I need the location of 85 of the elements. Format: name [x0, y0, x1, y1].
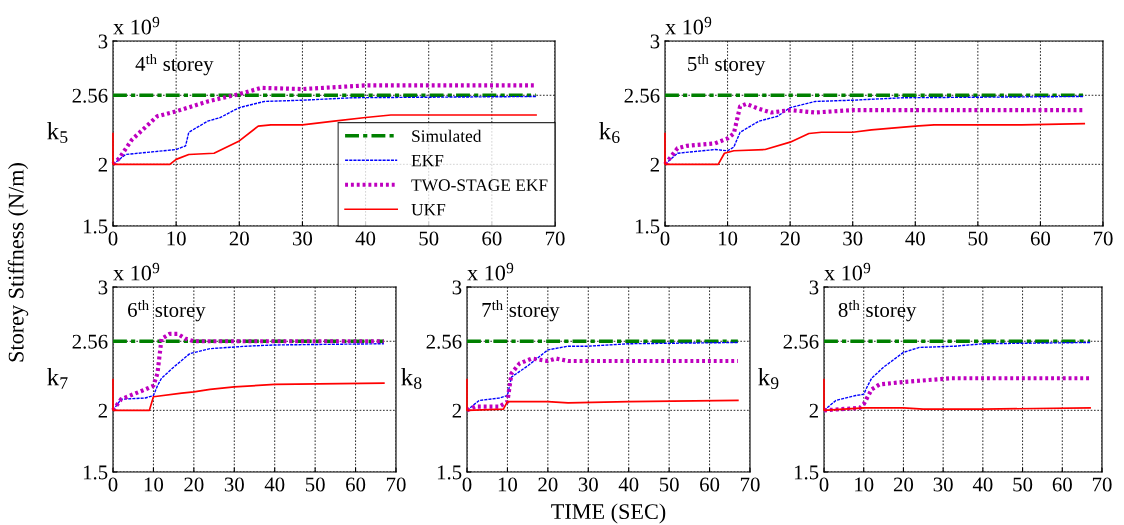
x-tick-label: 20	[780, 231, 800, 246]
y-tick-label: 2	[98, 403, 107, 418]
text: TIME (SEC)	[551, 503, 666, 524]
text: x 10$^{9}$	[113, 262, 160, 281]
x-tick-label: 70	[740, 477, 760, 492]
legend-label: EKF	[411, 154, 444, 167]
y-tick-label: 3	[452, 280, 462, 295]
x-tick-label: 50	[419, 231, 439, 246]
x-tick-label: 0	[462, 477, 472, 492]
x-tick-label: 60	[1052, 477, 1072, 492]
x-tick-label: 40	[972, 477, 993, 492]
x-tick-label: 60	[482, 231, 502, 246]
y-axis-title: k$_{8}$	[401, 368, 422, 389]
x-tick-label: 0	[108, 231, 118, 246]
y-tick-label: 2.56	[426, 334, 462, 349]
y-tick-label: 2	[452, 403, 461, 418]
x-tick-label: 60	[346, 477, 366, 492]
x-tick-label: 20	[893, 477, 914, 492]
text: 8$^{th}$ storey	[838, 299, 917, 322]
x-tick-label: 40	[264, 477, 285, 492]
y-tick-label: 2	[809, 403, 818, 418]
x-tick-label: 20	[229, 231, 249, 246]
x-tick-label: 50	[968, 231, 988, 246]
y-axis-title: k$_{7}$	[47, 368, 68, 389]
y-tick-label: 2	[98, 157, 107, 172]
text: x 10$^{9}$	[824, 262, 871, 281]
y-tick-label: 3	[809, 280, 819, 295]
y-tick-label: 2.56	[72, 88, 108, 103]
x-tick-label: 50	[305, 477, 325, 492]
x-tick-label: 40	[905, 231, 925, 246]
legend-label: TWO-STAGE EKF	[411, 179, 548, 192]
y-tick-label: 2.56	[624, 88, 660, 103]
x-tick-label: 70	[1093, 231, 1113, 246]
y-tick-label: 1.5	[437, 465, 462, 480]
y-tick-label: 2.56	[783, 334, 819, 349]
x-tick-label: 40	[355, 231, 376, 246]
x-tick-label: 30	[933, 477, 953, 492]
y-axis-title: k$_{6}$	[599, 122, 620, 143]
x-tick-label: 30	[843, 231, 863, 246]
y-tick-label: 1.5	[83, 465, 108, 480]
x-tick-label: 30	[293, 231, 313, 246]
x-tick-label: 60	[700, 477, 720, 492]
x-tick-label: 30	[578, 477, 598, 492]
x-tick-label: 30	[224, 477, 244, 492]
text: x 10$^{9}$	[665, 16, 712, 35]
line-series	[112, 378, 385, 412]
y-axis-title: k$_{9}$	[758, 368, 779, 389]
y-tick-label: 1.5	[794, 465, 819, 480]
y-axis-title: k$_{5}$	[47, 122, 68, 143]
x-tick-label: 20	[538, 477, 558, 492]
x-tick-label: 50	[659, 477, 679, 492]
legend-label: UKF	[411, 203, 446, 216]
x-tick-label: 50	[1013, 477, 1033, 492]
x-tick-label: 10	[718, 231, 738, 246]
x-tick-label: 70	[1092, 477, 1112, 492]
y-tick-label: 1.5	[83, 219, 108, 234]
x-tick-label: 20	[184, 477, 204, 492]
x-tick-label: 0	[660, 231, 670, 246]
x-tick-label: 0	[108, 477, 118, 492]
x-tick-label: 10	[167, 231, 186, 246]
text: 5$^{th}$ storey	[688, 53, 766, 76]
text: 7$^{th}$ storey	[482, 299, 560, 322]
text: Storey Stiffness (N/m)	[7, 163, 29, 362]
line-series	[112, 114, 537, 166]
y-tick-label: 2	[650, 157, 659, 172]
text: x 10$^{9}$	[467, 262, 514, 281]
text: 4$^{th}$ storey	[135, 53, 214, 76]
y-tick-label: 2.56	[72, 334, 108, 349]
x-tick-label: 10	[498, 477, 518, 492]
y-tick-label: 3	[650, 34, 660, 49]
x-tick-label: 70	[386, 477, 406, 492]
line-series	[664, 122, 1086, 166]
x-tick-label: 70	[545, 231, 565, 246]
text: x 10$^{9}$	[113, 16, 160, 35]
x-tick-label: 10	[144, 477, 164, 492]
y-tick-label: 1.5	[635, 219, 660, 234]
x-tick-label: 0	[819, 477, 829, 492]
x-tick-label: 40	[618, 477, 639, 492]
y-tick-label: 3	[98, 280, 108, 295]
legend-label: Simulated	[412, 129, 482, 142]
text: 6$^{th}$ storey	[128, 299, 206, 322]
x-tick-label: 10	[855, 477, 874, 492]
line-series	[466, 378, 739, 412]
y-tick-label: 3	[98, 34, 108, 49]
x-tick-label: 60	[1030, 231, 1051, 246]
